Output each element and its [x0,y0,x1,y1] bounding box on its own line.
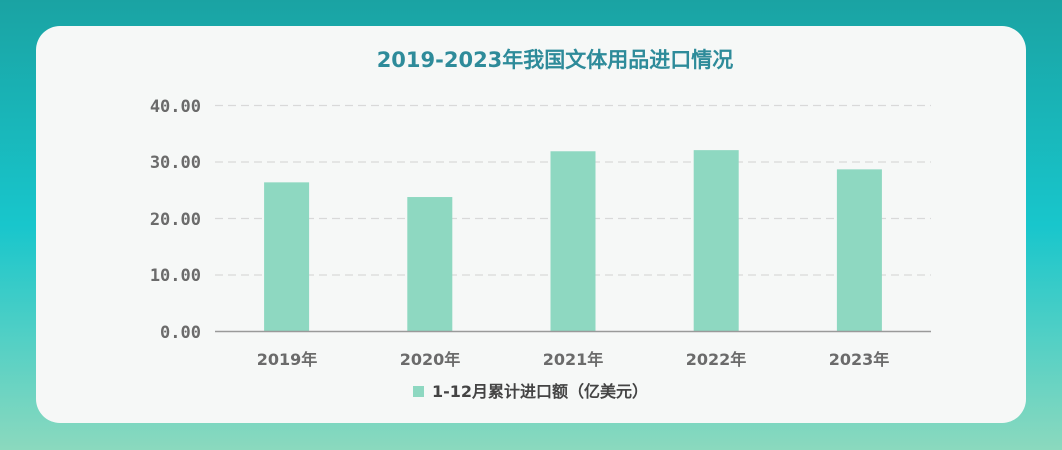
x-category-label: 2020年 [400,350,461,369]
y-tick-label: 20.00 [150,210,201,230]
y-tick-label: 10.00 [150,266,201,286]
bar [693,150,739,332]
chart-title: 2019-2023年我国文体用品进口情况 [377,48,734,72]
legend-swatch [413,386,424,397]
legend-label: 1-12月累计进口额（亿美元） [432,382,648,401]
bar [550,151,596,332]
x-category-label: 2023年 [829,350,890,369]
bar-chart: 2019-2023年我国文体用品进口情况 40.00 30.00 20.00 1… [150,48,931,401]
y-tick-label: 0.00 [160,323,201,343]
x-category-label: 2021年 [543,350,604,369]
bar-series [264,150,882,332]
y-tick-label: 40.00 [150,97,201,117]
y-tick-label: 30.00 [150,153,201,173]
x-category-label: 2019年 [257,350,318,369]
bar [836,169,882,332]
legend: 1-12月累计进口额（亿美元） [413,382,648,401]
bar [407,197,453,332]
x-category-label: 2022年 [686,350,747,369]
bar [264,182,310,332]
chart-card: 2019-2023年我国文体用品进口情况 40.00 30.00 20.00 1… [36,26,1026,423]
